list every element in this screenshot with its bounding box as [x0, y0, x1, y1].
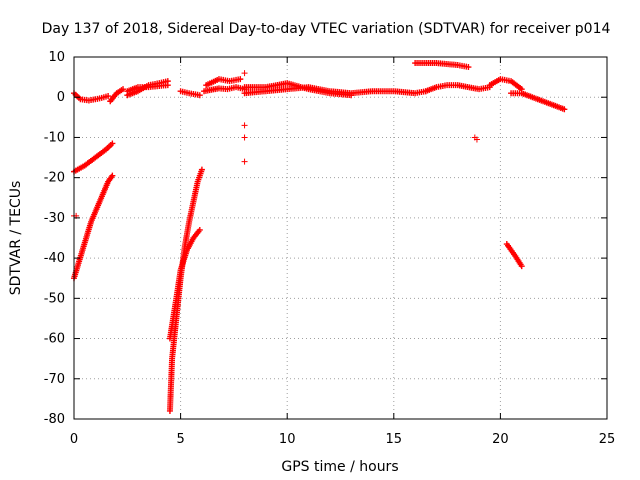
data-point	[241, 70, 248, 77]
data-point	[241, 158, 248, 165]
tick-labels: 0 5 10 15 20 25 10 0 -10 -20 -30 -40 -50 -60 -70 -80	[44, 50, 616, 447]
series-arc-morning	[124, 78, 171, 99]
data-point	[198, 166, 205, 173]
x-tick-label: 0	[70, 432, 78, 447]
data-point	[196, 226, 203, 233]
y-axis-label: SDTVAR / TECUs	[8, 181, 24, 296]
data-point	[561, 106, 568, 113]
x-tick-label: 25	[599, 432, 616, 447]
axis-ticks	[73, 56, 608, 420]
data-point	[241, 122, 248, 129]
y-tick-label: -40	[44, 251, 65, 266]
grid	[74, 57, 607, 419]
y-tick-label: -10	[44, 130, 65, 145]
data-point	[105, 93, 112, 100]
x-tick-label: 15	[386, 432, 403, 447]
chart-title: Day 137 of 2018, Sidereal Day-to-day VTE…	[42, 21, 611, 37]
data-point	[518, 263, 525, 270]
y-tick-label: 0	[57, 90, 65, 105]
y-tick-label: -80	[44, 412, 65, 427]
data-point	[164, 82, 171, 89]
y-tick-label: 10	[48, 50, 65, 65]
data-points	[71, 60, 568, 414]
data-point	[109, 172, 116, 179]
series-lower-arcs	[71, 140, 525, 414]
y-tick-label: -60	[44, 332, 65, 347]
data-point	[196, 92, 203, 99]
series-arc-midday	[177, 76, 429, 99]
data-point	[465, 64, 472, 71]
data-point	[120, 86, 127, 93]
data-point	[473, 136, 480, 143]
data-point	[241, 134, 248, 141]
y-tick-label: -70	[44, 372, 65, 387]
y-tick-label: -30	[44, 211, 65, 226]
x-tick-label: 10	[279, 432, 296, 447]
y-tick-label: -50	[44, 291, 65, 306]
y-tick-label: -20	[44, 171, 65, 186]
data-point	[348, 92, 355, 99]
x-tick-label: 20	[492, 432, 509, 447]
x-tick-label: 5	[176, 432, 184, 447]
series-arc-afternoon	[412, 60, 568, 113]
data-point	[109, 140, 116, 147]
x-axis-label: GPS time / hours	[281, 459, 398, 475]
plot-frame	[73, 56, 608, 420]
data-point	[237, 76, 244, 83]
series-arc-early	[71, 86, 127, 105]
